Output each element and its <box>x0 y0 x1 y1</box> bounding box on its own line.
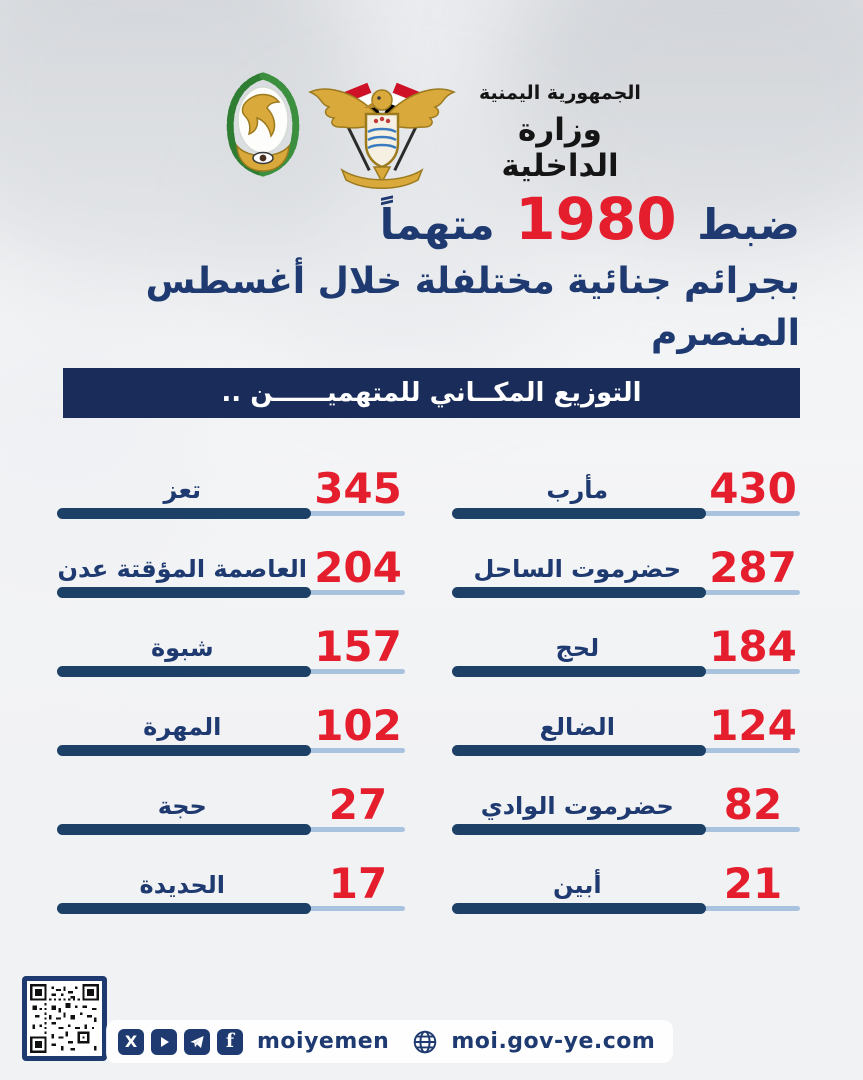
facebook-icon: f <box>217 1028 243 1055</box>
region-underline-bar <box>57 824 405 835</box>
region-underline-bar <box>452 903 800 914</box>
region-label: الحديدة <box>139 871 225 899</box>
ministry-of-interior-emblem-icon <box>221 70 305 180</box>
region-label: مأرب <box>546 476 609 504</box>
headline-suffix: متهماً <box>379 200 495 249</box>
region-underline-bar <box>57 745 405 756</box>
region-label: العاصمة المؤقتة عدن <box>57 555 308 583</box>
headline-line1: ضبط 1980 متهماً <box>40 188 800 256</box>
regions-grid: تعز 345 العاصمة المؤقتة عدن 204 شبوة 157… <box>57 456 800 930</box>
region-row: تعز 345 <box>57 456 405 535</box>
region-underline-bar <box>452 745 800 756</box>
region-underline-bar <box>452 508 800 519</box>
header-calligraphy: الجمهورية اليمنية وزارة الداخلية <box>462 82 658 184</box>
region-value: 102 <box>314 701 402 750</box>
region-row: مأرب 430 <box>452 456 800 535</box>
total-detainees-count: 1980 <box>515 185 677 253</box>
region-value: 21 <box>723 859 783 908</box>
region-label: المهرة <box>143 713 222 741</box>
regions-column-left: تعز 345 العاصمة المؤقتة عدن 204 شبوة 157… <box>57 456 405 930</box>
region-row: الحديدة 17 <box>57 851 405 930</box>
region-label: لحج <box>555 634 600 662</box>
region-value: 204 <box>314 543 402 592</box>
website-url-text: moi.gov-ye.com <box>451 1029 656 1054</box>
region-value: 82 <box>723 780 783 829</box>
region-value: 124 <box>709 701 797 750</box>
telegram-icon <box>184 1028 210 1055</box>
headline-line2: بجرائم جنائية مختلفلة خلال أغسطس المنصرم <box>145 261 800 354</box>
youtube-icon <box>151 1028 177 1055</box>
headline-prefix: ضبط <box>697 200 800 249</box>
region-label: حجة <box>157 792 207 820</box>
yemen-national-emblem-icon <box>302 70 462 190</box>
region-label: شبوة <box>150 634 214 662</box>
regions-column-right: مأرب 430 حضرموت الساحل 287 لحج 184 الضال… <box>452 456 800 930</box>
region-label: تعز <box>163 476 202 504</box>
region-row: حجة 27 <box>57 772 405 851</box>
region-row: المهرة 102 <box>57 693 405 772</box>
region-label: حضرموت الساحل <box>473 555 682 583</box>
region-row: حضرموت الوادي 82 <box>452 772 800 851</box>
region-value: 430 <box>709 464 797 513</box>
region-value: 345 <box>314 464 402 513</box>
republic-name-text: الجمهورية اليمنية <box>479 82 641 104</box>
region-row: أبين 21 <box>452 851 800 930</box>
section-banner: التوزيع المكــاني للمتهميــــــن .. <box>63 368 800 418</box>
region-underline-bar <box>57 903 405 914</box>
region-underline-bar <box>452 824 800 835</box>
region-row: العاصمة المؤقتة عدن 204 <box>57 535 405 614</box>
region-row: شبوة 157 <box>57 614 405 693</box>
region-value: 17 <box>328 859 388 908</box>
region-underline-bar <box>57 508 405 519</box>
x-twitter-icon: X <box>118 1028 144 1055</box>
qr-code <box>22 976 107 1061</box>
ministry-name-text: وزارة الداخلية <box>501 112 619 184</box>
social-handle-text: moiyemen <box>257 1029 390 1054</box>
region-value: 287 <box>709 543 797 592</box>
region-underline-bar <box>57 587 405 598</box>
region-label: الضالع <box>539 713 615 741</box>
region-value: 157 <box>314 622 402 671</box>
region-row: لحج 184 <box>452 614 800 693</box>
region-value: 27 <box>328 780 388 829</box>
region-label: حضرموت الوادي <box>480 792 674 820</box>
region-row: الضالع 124 <box>452 693 800 772</box>
globe-icon <box>412 1029 438 1055</box>
region-underline-bar <box>57 666 405 677</box>
region-underline-bar <box>452 666 800 677</box>
region-row: حضرموت الساحل 287 <box>452 535 800 614</box>
region-underline-bar <box>452 587 800 598</box>
region-value: 184 <box>709 622 797 671</box>
region-label: أبين <box>552 871 602 899</box>
footer-social-strip: X f moiyemen moi.gov-ye.com <box>106 1020 674 1063</box>
